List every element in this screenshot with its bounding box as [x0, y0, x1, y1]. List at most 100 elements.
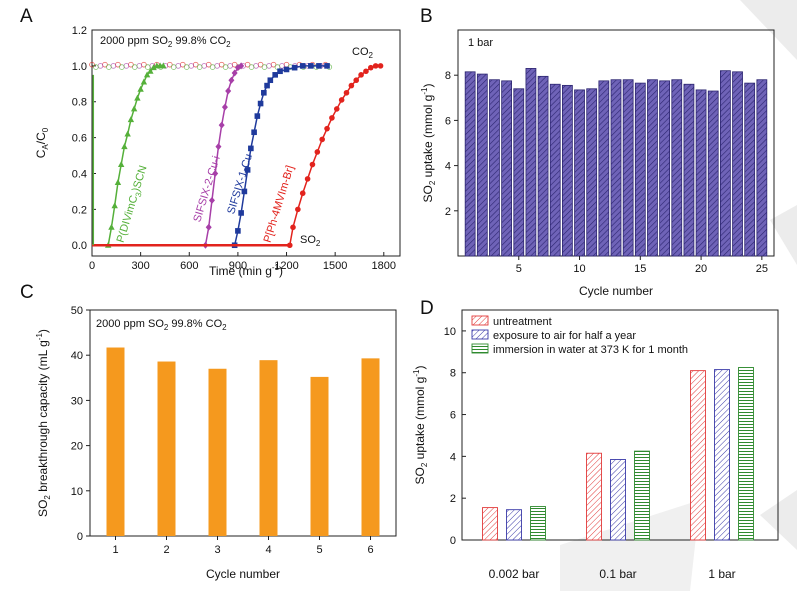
data-point: [140, 78, 148, 85]
co2-point: [175, 63, 182, 69]
legend-label: untreatment: [493, 316, 552, 328]
axis-ticks: 0 300 600 900 1200 1500 1800 0.0 0.2 0.4 0.6 0.8 1.0…: [72, 25, 396, 272]
data-point: [160, 62, 167, 69]
co2-point: [222, 64, 229, 70]
y-tick-label: 0.6: [72, 133, 87, 145]
bar: [610, 79, 622, 257]
panel-label-c: C: [20, 282, 34, 303]
data-point: [290, 224, 296, 231]
y-axis-label-sub: 2: [428, 180, 437, 185]
data-point: [137, 85, 144, 92]
y-tick-label: 40: [71, 350, 83, 362]
data-point: [314, 149, 321, 155]
data-point: [225, 87, 232, 95]
bar: [361, 358, 380, 536]
bar: [683, 83, 695, 257]
co2-label-sub: 2: [369, 51, 374, 60]
legend: untreatment exposure to air for half a ye…: [471, 315, 688, 356]
so2-breakthrough-series: [92, 62, 384, 249]
y-axis-label-text: C: [34, 149, 48, 158]
y-axis-label-sup: -1: [420, 87, 429, 95]
bar: [586, 452, 602, 541]
chart-title-sub-2: 2: [226, 40, 231, 49]
bar: [537, 75, 549, 257]
y-axis-label-sub: 2: [420, 462, 429, 467]
data-point: [295, 206, 301, 213]
y-tick-label: 20: [71, 441, 83, 453]
data-point: [319, 136, 325, 143]
y-axis-label-sub-2: 0: [41, 127, 50, 132]
y-tick-label: 0.2: [72, 204, 87, 216]
data-point: [208, 196, 215, 204]
x-axis-label: Time (min g-1): [209, 263, 283, 278]
co2-point: [279, 63, 285, 69]
chart-title-text-2: 99.8% CO: [172, 35, 226, 47]
co2-label: CO2: [352, 46, 374, 60]
x-tick-label: 1500: [323, 260, 347, 272]
x-tick-label: 5: [316, 544, 322, 556]
bar: [574, 89, 585, 257]
y-tick-label: 0.0: [72, 240, 87, 252]
bar: [208, 368, 227, 536]
bar: [106, 347, 125, 536]
panel-label-b: B: [420, 6, 433, 27]
series-label: P[Ph-4MVIm-Br]: [262, 164, 297, 244]
data-point: [117, 161, 125, 168]
chart-panel-a: 0 300 600 900 1200 1500 1800 0.0 0.2 0.4 0.6 0.8 1.0…: [34, 25, 401, 278]
x-tick-label: 1: [112, 544, 118, 556]
x-tick-label: 3: [214, 544, 220, 556]
bar: [634, 82, 646, 257]
co2-point: [106, 64, 112, 70]
axis-ticks: 0 2 4 6 8 10 0.002 bar 0.1 bar 1 bar: [444, 326, 736, 581]
bar: [610, 459, 626, 541]
x-axis-label: Cycle number: [206, 567, 280, 581]
y-tick-label: 6: [445, 115, 451, 127]
data-point: [124, 130, 131, 137]
chart-title: 2000 ppm SO2 99.8% CO2: [100, 35, 231, 49]
bar: [647, 79, 658, 257]
bar: [671, 79, 683, 257]
x-tick-label: 10: [573, 263, 585, 275]
co2-point: [201, 63, 207, 69]
data-point: [363, 68, 369, 75]
x-tick-label: 5: [516, 263, 522, 275]
y-tick-label: 0.4: [72, 168, 87, 180]
bar: [659, 80, 670, 257]
data-point: [324, 63, 330, 69]
data-point: [241, 188, 248, 195]
bar: [506, 509, 522, 541]
y-axis-label-text: SO: [413, 467, 427, 484]
chart-title-text: 2000 ppm SO: [100, 35, 168, 47]
y-axis-label: SO2 breakthrough capacity (mL g-1): [35, 329, 52, 517]
series-label-part: SIFSIX-1-Cu: [225, 153, 255, 216]
data-point: [130, 105, 138, 112]
bar: [720, 70, 731, 257]
co2-point: [253, 63, 259, 69]
x-tick-label: 20: [695, 263, 707, 275]
bar: [310, 376, 329, 536]
bar: [738, 367, 754, 541]
bar: [690, 370, 706, 541]
x-tick-label: 6: [367, 544, 373, 556]
co2-point: [123, 63, 130, 69]
x-tick-label: 25: [756, 263, 768, 275]
chart-title-text: 2000 ppm SO: [96, 318, 164, 330]
co2-point: [131, 64, 138, 70]
y-tick-label: 30: [71, 395, 83, 407]
co2-point: [170, 64, 177, 70]
y-axis-label-sup: -1: [35, 333, 44, 341]
y-axis-label-text: SO: [421, 185, 435, 202]
data-point: [127, 116, 135, 123]
data-point: [147, 67, 154, 74]
data-point: [251, 129, 257, 136]
x-tick-label: 2: [163, 544, 169, 556]
y-tick-label: 1.0: [72, 61, 87, 73]
data-point: [272, 72, 278, 78]
bar: [586, 88, 598, 257]
plot-frame: [91, 29, 401, 257]
co2-point: [119, 64, 125, 70]
data-point: [372, 63, 379, 69]
x-category-label: 0.1 bar: [599, 567, 636, 581]
legend-swatch: [471, 329, 489, 340]
